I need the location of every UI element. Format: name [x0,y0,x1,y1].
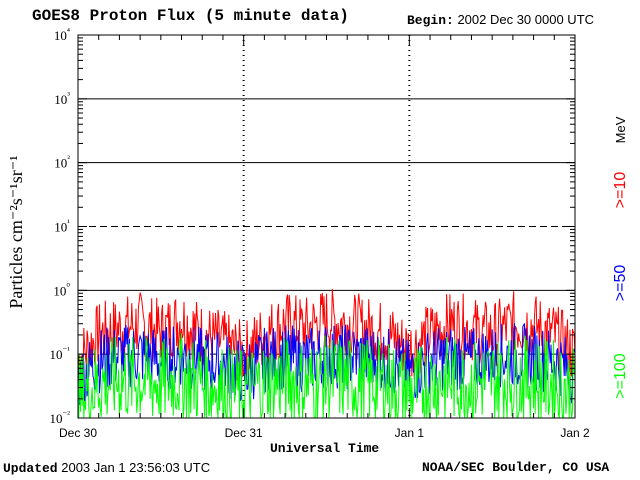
begin-time: Begin: 2002 Dec 30 0000 UTC [407,13,594,27]
begin-value: 2002 Dec 30 0000 UTC [457,12,595,27]
label-ge50: >=50 [612,265,629,302]
label-ge100: >=100 [612,353,629,398]
y-tick-label: 10⁻² [50,409,71,426]
y-tick-label: 10¹ [54,218,70,235]
right-legend-labels: >=10 MeV >=50 >=100 [612,116,629,398]
y-tick-label: 10⁻¹ [50,345,71,362]
series-ge50 [77,323,576,407]
begin-label: Begin: [407,13,454,28]
plot-frame [77,34,576,419]
y-tick-label: 10² [54,154,70,171]
updated-label: Updated [3,461,58,476]
updated-time: Updated 2003 Jan 1 23:56:03 UTC [3,461,210,475]
chart-title: GOES8 Proton Flux (5 minute data) [32,7,349,25]
label-ge10: >=10 [612,172,629,209]
x-tick-label-dec31: Dec 31 [224,426,263,440]
label-mev: MeV [613,116,628,143]
x-axis-label: Universal Time [270,441,380,456]
y-tick-labels: 10⁻² 10⁻¹ 10⁰ 10¹ 10² 10³ 10⁴ [50,26,71,426]
y-tick-label: 10³ [54,90,70,107]
x-tick-label-dec30: Dec 30 [58,426,98,440]
updated-value: 2003 Jan 1 23:56:03 UTC [61,460,211,475]
y-tick-label: 10⁰ [53,281,70,298]
x-tick-label-jan2: Jan 2 [560,426,590,440]
series-layer [77,288,576,420]
y-tick-label: 10⁴ [54,26,70,43]
y-axis-label: Particles cm⁻²s⁻¹sr⁻¹ [6,155,26,308]
credit-text: NOAA/SEC Boulder, CO USA [422,460,610,475]
x-tick-label-jan1: Jan 1 [394,426,424,440]
